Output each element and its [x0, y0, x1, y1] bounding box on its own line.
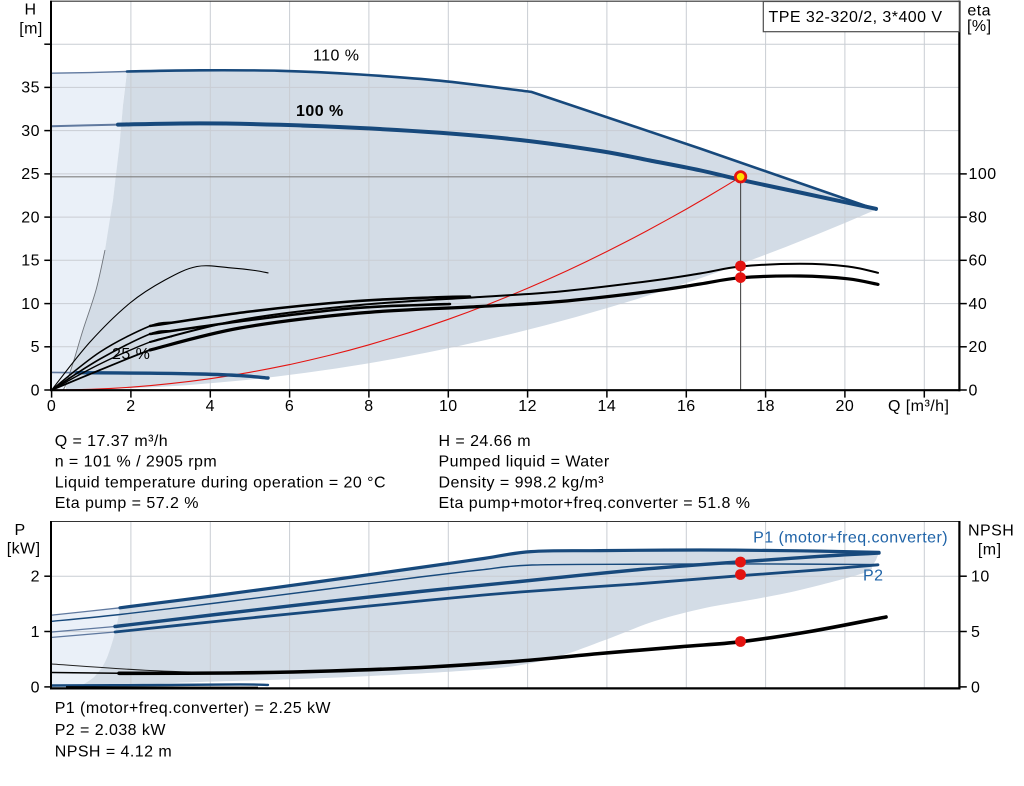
svg-text:P1 (motor+freq.converter): P1 (motor+freq.converter) — [753, 530, 948, 547]
svg-text:100: 100 — [969, 166, 997, 183]
svg-text:2: 2 — [31, 569, 40, 586]
svg-text:[kW]: [kW] — [7, 541, 41, 558]
svg-text:100 %: 100 % — [296, 103, 344, 120]
svg-text:Q [m³/h]: Q [m³/h] — [888, 398, 949, 415]
svg-text:60: 60 — [969, 253, 988, 270]
svg-text:Liquid temperature during oper: Liquid temperature during operation = 20… — [55, 474, 386, 491]
svg-text:eta: eta — [967, 2, 991, 19]
svg-text:40: 40 — [969, 296, 988, 313]
svg-text:[%]: [%] — [967, 18, 991, 35]
svg-text:10: 10 — [971, 569, 990, 586]
svg-text:20: 20 — [21, 209, 40, 226]
svg-text:8: 8 — [364, 398, 373, 415]
svg-text:20: 20 — [836, 398, 855, 415]
svg-text:Q = 17.37 m³/h: Q = 17.37 m³/h — [55, 433, 168, 450]
svg-text:14: 14 — [598, 398, 617, 415]
svg-text:NPSH = 4.12 m: NPSH = 4.12 m — [55, 744, 172, 761]
svg-text:P2: P2 — [863, 568, 883, 585]
svg-text:10: 10 — [439, 398, 458, 415]
svg-text:25: 25 — [21, 166, 40, 183]
svg-text:H = 24.66 m: H = 24.66 m — [439, 433, 532, 450]
svg-text:80: 80 — [969, 209, 988, 226]
svg-text:16: 16 — [677, 398, 696, 415]
svg-text:[m]: [m] — [19, 21, 43, 38]
svg-text:110 %: 110 % — [313, 48, 359, 65]
svg-text:4: 4 — [206, 398, 215, 415]
svg-text:12: 12 — [518, 398, 537, 415]
svg-text:NPSH: NPSH — [968, 523, 1014, 540]
svg-text:Pumped liquid = Water: Pumped liquid = Water — [439, 454, 610, 471]
svg-text:15: 15 — [21, 253, 40, 270]
svg-text:Eta pump = 57.2 %: Eta pump = 57.2 % — [55, 495, 199, 512]
svg-text:P: P — [14, 522, 25, 539]
svg-text:10: 10 — [21, 296, 40, 313]
svg-text:P1 (motor+freq.converter) = 2.: P1 (motor+freq.converter) = 2.25 kW — [55, 700, 332, 717]
svg-text:18: 18 — [756, 398, 775, 415]
svg-text:H: H — [24, 2, 36, 19]
svg-text:Eta pump+motor+freq.converter: Eta pump+motor+freq.converter = 51.8 % — [439, 495, 751, 512]
svg-text:0: 0 — [31, 679, 40, 696]
svg-text:2: 2 — [126, 398, 135, 415]
svg-text:0: 0 — [969, 382, 978, 399]
svg-text:5: 5 — [971, 624, 980, 641]
svg-text:TPE 32-320/2, 3*400 V: TPE 32-320/2, 3*400 V — [769, 9, 943, 26]
svg-text:0: 0 — [47, 398, 56, 415]
svg-text:35: 35 — [21, 80, 40, 97]
svg-text:0: 0 — [31, 382, 40, 399]
svg-text:Density = 998.2 kg/m³: Density = 998.2 kg/m³ — [439, 474, 605, 491]
svg-text:n = 101 % / 2905 rpm: n = 101 % / 2905 rpm — [55, 454, 217, 471]
svg-text:0: 0 — [971, 679, 980, 696]
svg-text:5: 5 — [31, 339, 40, 356]
svg-text:20: 20 — [969, 339, 988, 356]
svg-text:25 %: 25 % — [112, 346, 150, 363]
svg-text:P2 = 2.038 kW: P2 = 2.038 kW — [55, 722, 167, 739]
svg-text:[m]: [m] — [978, 542, 1002, 559]
svg-text:6: 6 — [285, 398, 294, 415]
svg-text:1: 1 — [31, 624, 40, 641]
svg-text:30: 30 — [21, 123, 40, 140]
